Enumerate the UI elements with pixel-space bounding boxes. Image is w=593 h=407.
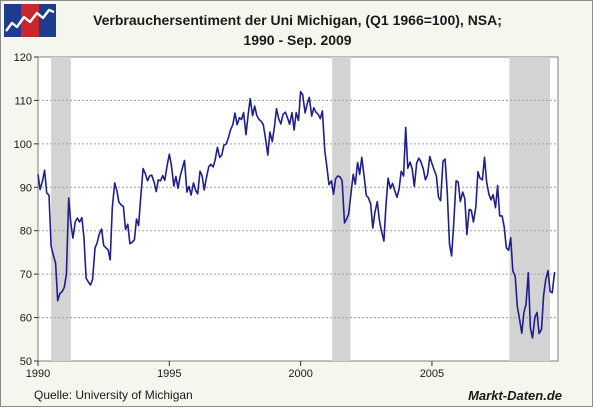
x-tick-label: 1990 [26, 368, 50, 380]
y-tick-label: 120 [14, 52, 32, 64]
series-layer [37, 90, 556, 339]
y-tick-label: 50 [20, 356, 32, 368]
x-axis-labels: 1990 1995 2000 2005 [26, 361, 444, 380]
source-note: Quelle: University of Michigan [34, 388, 193, 402]
x-tick-label: 1995 [157, 368, 181, 380]
y-tick-label: 100 [14, 139, 32, 151]
y-tick-label: 80 [20, 226, 32, 238]
x-tick-label: 2005 [420, 368, 444, 380]
grid-lines [38, 99, 558, 319]
recession-band-2 [332, 57, 351, 361]
rising-line-chart-logo-icon [4, 4, 56, 37]
y-axis-labels: 50 60 70 80 90 100 110 120 [14, 52, 38, 368]
x-tick-label: 2000 [288, 368, 312, 380]
y-tick-label: 110 [14, 95, 32, 107]
y-tick-label: 90 [20, 182, 32, 194]
chart-title-line1: Verbrauchersentiment der Uni Michigan, (… [93, 12, 502, 28]
series-line-1 [37, 90, 556, 339]
plot-area [37, 56, 559, 362]
brand-label: Markt-Daten.de [468, 388, 562, 403]
chart-title-line2: 1990 - Sep. 2009 [243, 32, 352, 48]
recession-bands [51, 57, 551, 361]
logo-trend-line [5, 8, 55, 32]
y-tick-label: 70 [20, 269, 32, 281]
y-tick-label: 60 [20, 313, 32, 325]
